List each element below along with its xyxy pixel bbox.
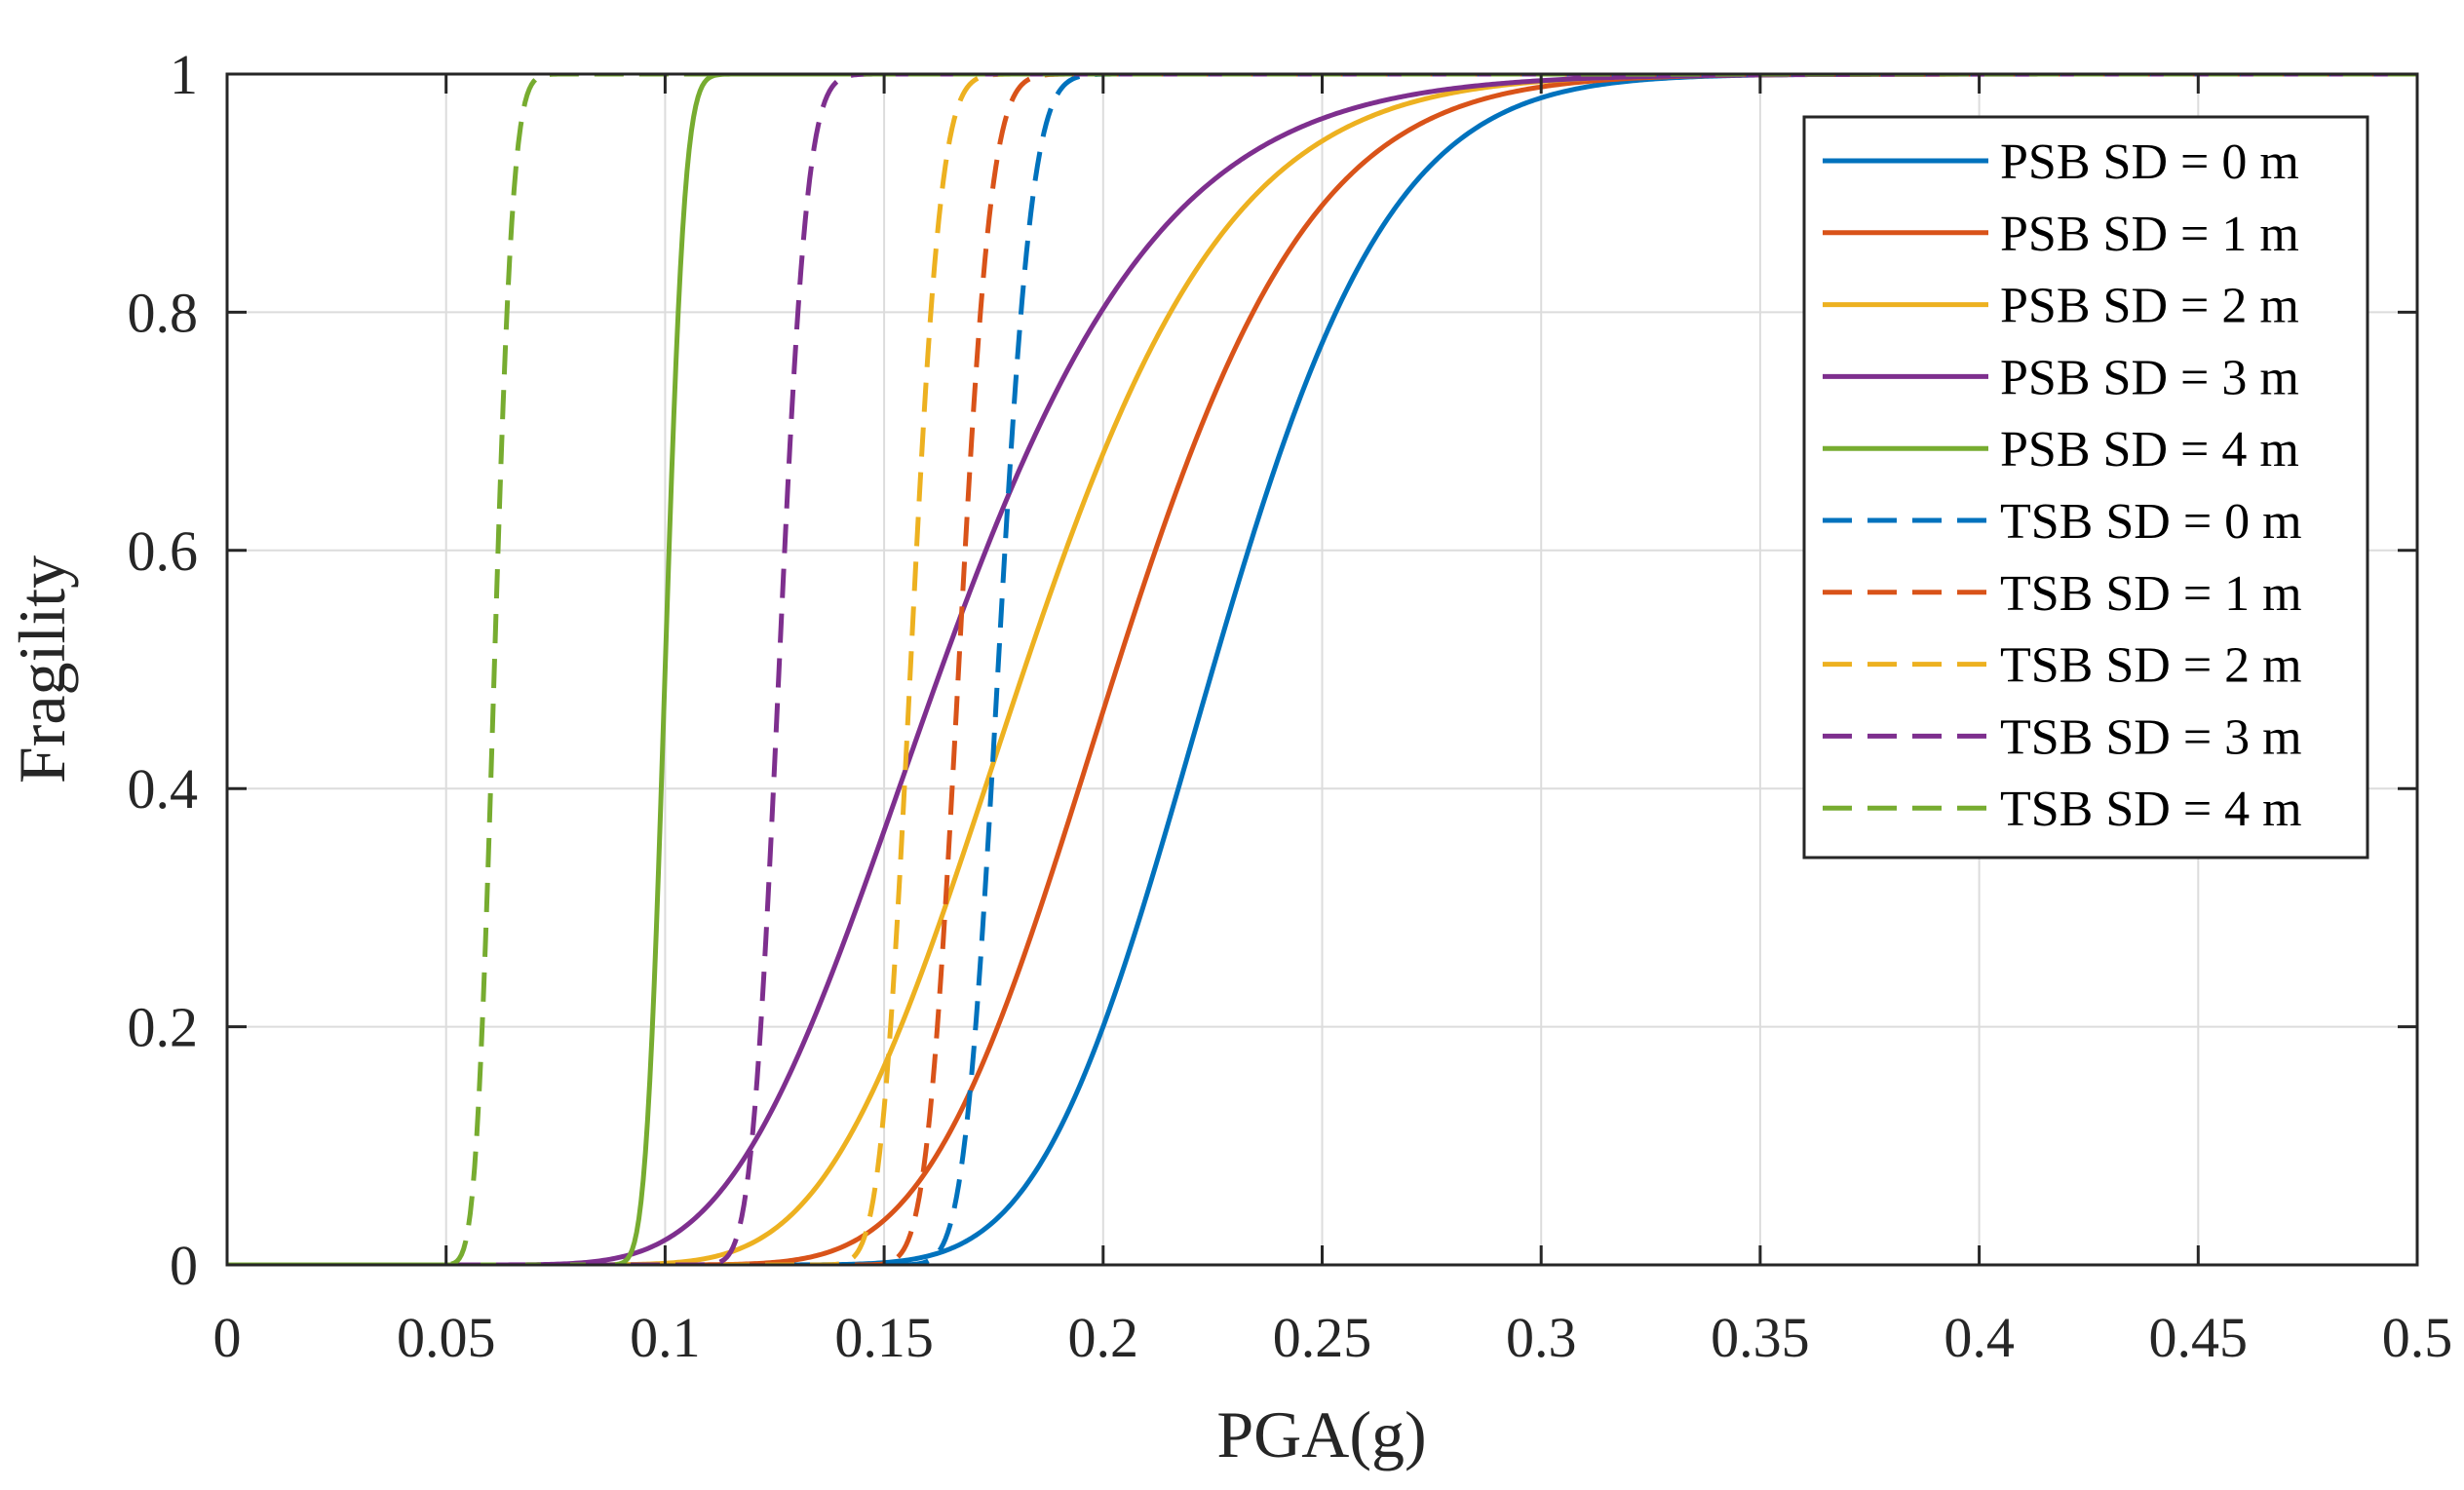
legend-label: PSB SD = 3 m xyxy=(2000,350,2299,405)
legend-label: TSB SD = 1 m xyxy=(2000,566,2302,622)
x-tick-label: 0.45 xyxy=(2149,1306,2249,1369)
tick-marks xyxy=(225,72,2419,1267)
legend-box xyxy=(1802,115,2369,860)
x-tick-label: 0.2 xyxy=(1068,1306,1139,1369)
y-tick-label: 0.4 xyxy=(128,757,199,821)
legend-label: PSB SD = 2 m xyxy=(2000,279,2299,334)
legend-label: TSB SD = 2 m xyxy=(2000,638,2302,694)
legend-label: TSB SD = 4 m xyxy=(2000,782,2302,837)
y-tick-label: 1 xyxy=(170,43,198,106)
x-axis-title: PGA(g) xyxy=(1216,1397,1426,1471)
x-tick-label: 0.05 xyxy=(397,1306,496,1369)
legend-label: PSB SD = 0 m xyxy=(2000,134,2299,190)
y-tick-label: 0.6 xyxy=(128,519,199,583)
y-tick-label: 0.8 xyxy=(128,281,199,344)
x-tick-label: 0 xyxy=(213,1306,242,1369)
y-axis-title: Fragility xyxy=(5,555,79,783)
y-tick-labels: 0 0.2 0.4 0.6 0.8 1 xyxy=(128,43,199,1297)
legend: PSB SD = 0 m PSB SD = 1 m PSB SD = 2 m PSB … xyxy=(1802,115,2369,860)
y-tick-label: 0 xyxy=(170,1234,198,1297)
x-tick-label: 0.4 xyxy=(1944,1306,2015,1369)
legend-label: TSB SD = 3 m xyxy=(2000,709,2302,765)
x-tick-label: 0.25 xyxy=(1273,1306,1372,1369)
x-tick-label: 0.5 xyxy=(2382,1306,2453,1369)
legend-label: PSB SD = 4 m xyxy=(2000,422,2299,478)
legend-label: TSB SD = 0 m xyxy=(2000,494,2302,550)
x-tick-label: 0.35 xyxy=(1711,1306,1810,1369)
x-tick-label: 0.15 xyxy=(834,1306,934,1369)
x-tick-label: 0.3 xyxy=(1506,1306,1577,1369)
y-tick-label: 0.2 xyxy=(128,996,199,1059)
x-tick-labels: 0 0.05 0.1 0.15 0.2 0.25 0.3 0.35 0.4 0.45 0.5 xyxy=(213,1306,2453,1369)
x-tick-label: 0.1 xyxy=(630,1306,701,1369)
legend-label: PSB SD = 1 m xyxy=(2000,207,2299,262)
